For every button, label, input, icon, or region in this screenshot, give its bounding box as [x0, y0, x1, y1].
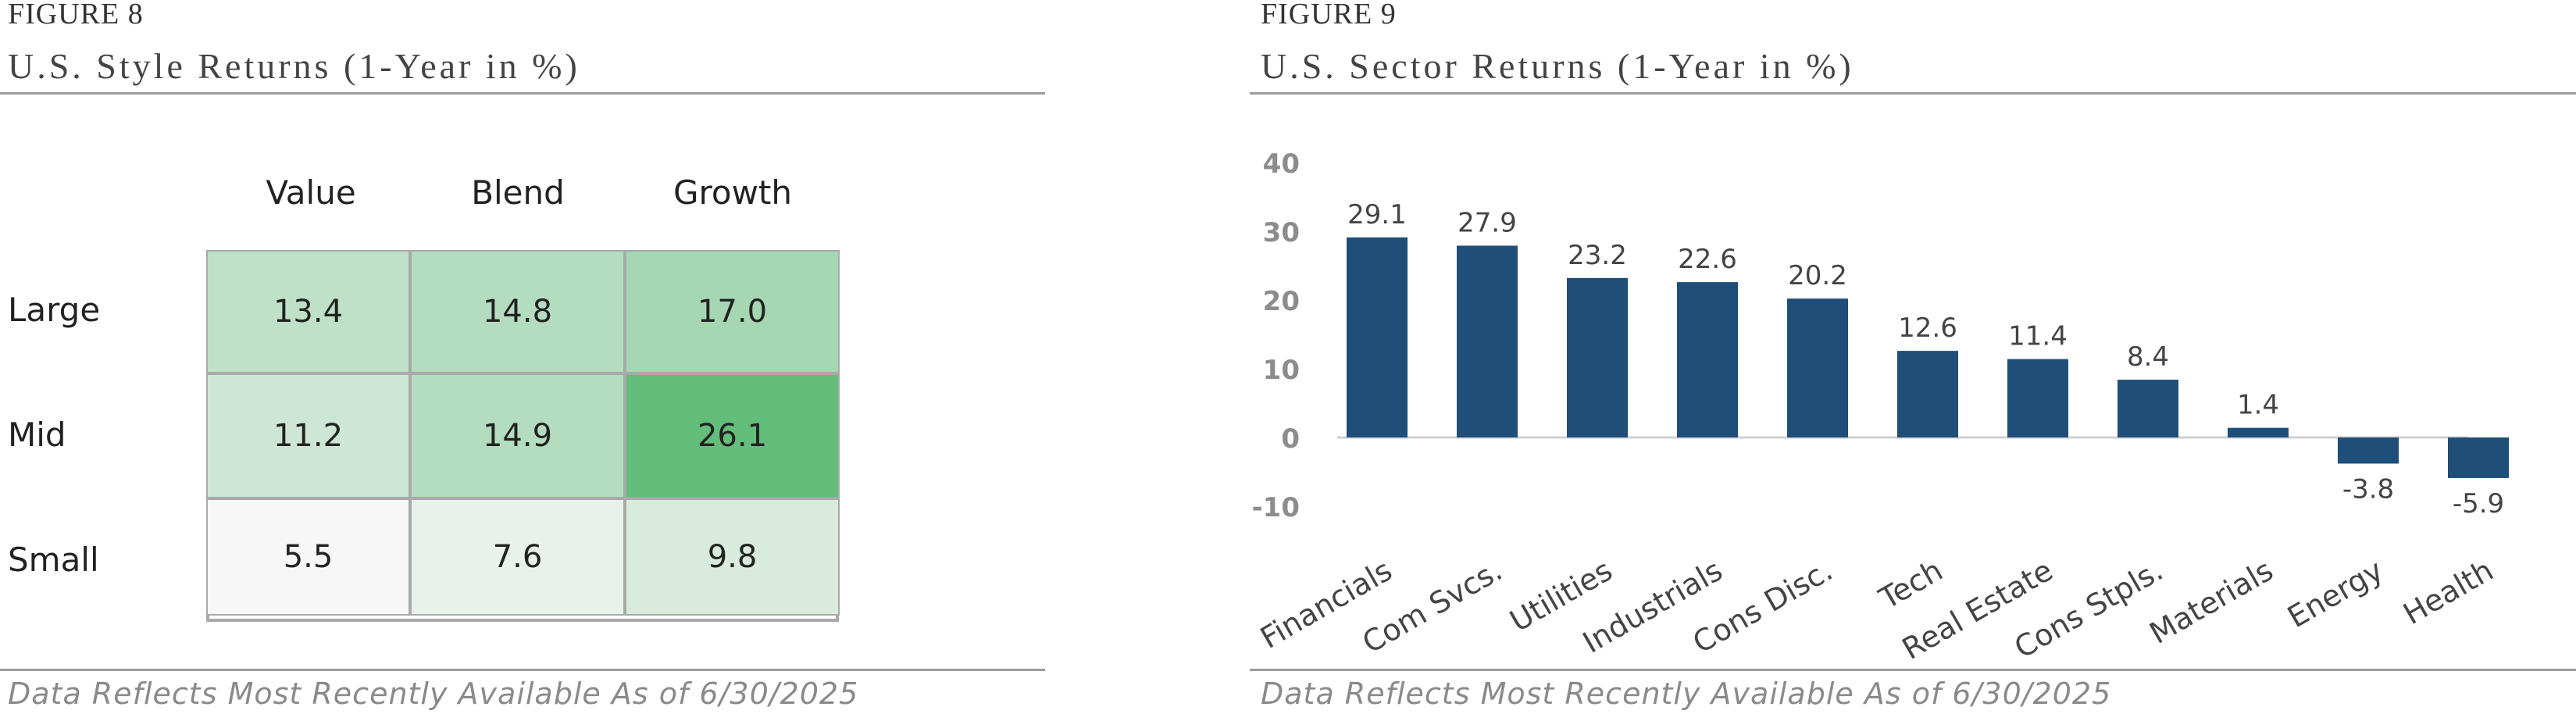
figure-9-title: U.S. Sector Returns (1-Year in %) [1261, 46, 1854, 86]
bar-value-label: 22.6 [1678, 244, 1737, 275]
bar-materials [2228, 427, 2289, 437]
figure-9-bottom-rule [1250, 669, 2576, 671]
bar-value-label: 11.4 [2008, 321, 2068, 352]
bar-energy [2338, 437, 2399, 464]
heatmap-cell-mid-growth: 26.1 [625, 373, 840, 498]
bar-health [2448, 437, 2509, 478]
bar-value-label: 27.9 [1457, 207, 1517, 238]
figure-9-label: FIGURE 9 [1261, 0, 1397, 30]
figure-8-top-rule [0, 92, 1045, 95]
y-tick-label: 0 [1281, 423, 1300, 455]
heatmap-cell-mid-value: 11.2 [206, 373, 410, 498]
heatmap-col-header-growth: Growth [673, 173, 793, 212]
figure-9-panel: FIGURE 9 U.S. Sector Returns (1-Year in … [1250, 0, 2576, 714]
bar-cons-stpls [2118, 380, 2178, 437]
heatmap-cell-large-value: 13.4 [206, 250, 410, 373]
figure-8-title: U.S. Style Returns (1-Year in %) [8, 46, 580, 86]
bar-value-label: -3.8 [2342, 473, 2394, 505]
x-category-label: Energy [2282, 553, 2389, 635]
figure-8-source-note: Data Reflects Most Recently Available As… [8, 677, 859, 711]
bar-value-label: 29.1 [1347, 199, 1407, 230]
figure-8-panel: FIGURE 8 U.S. Style Returns (1-Year in %… [0, 0, 1047, 714]
heatmap-cell-small-value: 5.5 [206, 498, 410, 616]
x-category-label: Materials [2144, 553, 2279, 651]
bar-real-estate [2007, 359, 2068, 437]
bar-tech [1897, 351, 1958, 437]
bar-value-label: 23.2 [1568, 240, 1627, 271]
heatmap-row-header-small: Small [8, 541, 99, 579]
bar-value-label: 1.4 [2237, 390, 2279, 421]
bar-utilities [1567, 277, 1628, 437]
figure-8-bottom-rule [0, 669, 1045, 671]
heatmap-cell-mid-blend: 14.9 [410, 373, 625, 498]
bar-com-svcs [1457, 245, 1518, 437]
heatmap-cell-large-blend: 14.8 [410, 250, 625, 373]
heatmap-cell-large-growth: 17.0 [625, 250, 840, 373]
y-tick-label: 20 [1263, 286, 1300, 317]
y-tick-label: 10 [1263, 355, 1300, 386]
figure-9-top-rule [1250, 92, 2576, 95]
bar-value-label: 8.4 [2127, 341, 2169, 373]
style-returns-heatmap: 13.4 14.8 17.0 11.2 14.9 26.1 5.5 7.6 9.8 [206, 250, 840, 622]
heatmap-row-header-mid: Mid [8, 416, 66, 454]
y-tick-label: 30 [1263, 217, 1300, 248]
heatmap-cell-small-blend: 7.6 [410, 498, 625, 616]
bar-cons-disc [1787, 298, 1848, 437]
bar-value-label: 12.6 [1898, 312, 1957, 344]
bar-value-label: -5.9 [2453, 488, 2504, 519]
heatmap-row-header-large: Large [8, 291, 101, 329]
bar-value-label: 20.2 [1788, 260, 1847, 291]
x-category-label: Tech [1873, 553, 1949, 616]
heatmap-col-header-value: Value [266, 173, 356, 212]
figure-8-label: FIGURE 8 [8, 0, 144, 30]
y-tick-label: 40 [1263, 148, 1300, 180]
bar-financials [1347, 237, 1408, 437]
figure-9-source-note: Data Reflects Most Recently Available As… [1261, 677, 2112, 711]
y-tick-label: -10 [1252, 492, 1300, 523]
x-category-label: Health [2397, 553, 2499, 631]
heatmap-col-header-blend: Blend [471, 173, 565, 212]
heatmap-cell-small-growth: 9.8 [625, 498, 840, 616]
bar-industrials [1677, 282, 1738, 437]
